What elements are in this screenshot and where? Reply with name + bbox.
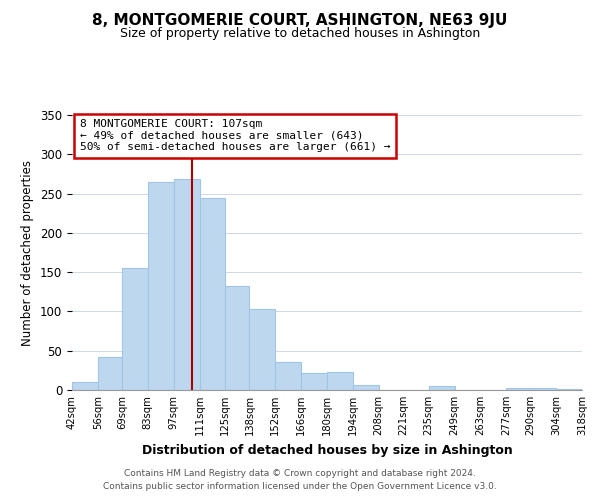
Bar (556, 389, 582, 390)
Bar (72, 382, 98, 390)
Y-axis label: Number of detached properties: Number of detached properties (22, 160, 34, 346)
Bar (327, 372, 353, 390)
X-axis label: Distribution of detached houses by size in Ashington: Distribution of detached houses by size … (142, 444, 512, 456)
Text: Contains HM Land Registry data © Crown copyright and database right 2024.: Contains HM Land Registry data © Crown c… (124, 468, 476, 477)
Bar (428, 386, 455, 390)
Bar (530, 388, 556, 390)
Text: Contains public sector information licensed under the Open Government Licence v3: Contains public sector information licen… (103, 482, 497, 491)
Text: 8 MONTGOMERIE COURT: 107sqm
← 49% of detached houses are smaller (643)
50% of se: 8 MONTGOMERIE COURT: 107sqm ← 49% of det… (80, 119, 390, 152)
Bar (275, 362, 301, 390)
Bar (250, 309, 275, 390)
Bar (353, 384, 379, 390)
Bar (226, 286, 250, 390)
Bar (148, 182, 173, 390)
Text: 8, MONTGOMERIE COURT, ASHINGTON, NE63 9JU: 8, MONTGOMERIE COURT, ASHINGTON, NE63 9J… (92, 12, 508, 28)
Bar (173, 180, 199, 390)
Bar (506, 388, 530, 390)
Bar (98, 357, 122, 390)
Bar (122, 268, 148, 390)
Bar (301, 372, 327, 390)
Bar (199, 198, 226, 390)
Text: Size of property relative to detached houses in Ashington: Size of property relative to detached ho… (120, 28, 480, 40)
